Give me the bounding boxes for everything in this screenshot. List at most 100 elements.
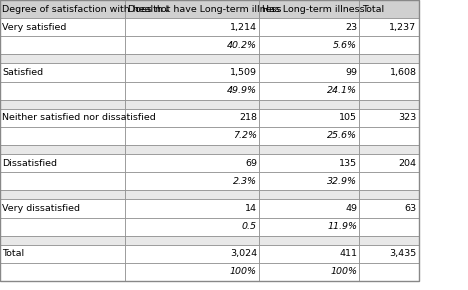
Bar (259, 55, 359, 64)
Text: Neither satisfied nor dissatisfied: Neither satisfied nor dissatisfied (2, 113, 156, 122)
Bar (0, 100, 125, 109)
Text: Has Long-term illness: Has Long-term illness (262, 5, 364, 14)
Text: 32.9%: 32.9% (327, 177, 357, 186)
Bar (0, 0, 125, 18)
Text: 49: 49 (345, 204, 357, 213)
Bar (359, 145, 419, 154)
Bar (359, 100, 419, 109)
Bar (259, 218, 359, 235)
Bar (359, 172, 419, 190)
Bar (0, 190, 125, 200)
Bar (0, 218, 125, 235)
Text: 323: 323 (398, 113, 417, 122)
Bar (359, 245, 419, 263)
Text: 25.6%: 25.6% (327, 131, 357, 140)
Text: 105: 105 (339, 113, 357, 122)
Bar (259, 100, 359, 109)
Text: 135: 135 (339, 159, 357, 168)
Bar (359, 235, 419, 245)
Bar (125, 100, 259, 109)
Text: 3,435: 3,435 (389, 249, 417, 258)
Bar (0, 55, 125, 64)
Bar (259, 145, 359, 154)
Text: 5.6%: 5.6% (333, 41, 357, 50)
Bar (125, 245, 259, 263)
Bar (0, 145, 125, 154)
Bar (259, 245, 359, 263)
Bar (0, 18, 125, 36)
Text: 1,214: 1,214 (230, 23, 257, 32)
Text: Degree of satisfaction with health↓: Degree of satisfaction with health↓ (2, 5, 171, 14)
Bar (259, 235, 359, 245)
Bar (0, 109, 125, 127)
Bar (0, 154, 125, 172)
Bar (125, 190, 259, 200)
Text: 2.3%: 2.3% (233, 177, 257, 186)
Bar (359, 55, 419, 64)
Text: 99: 99 (345, 68, 357, 77)
Bar (125, 0, 259, 18)
Text: 7.2%: 7.2% (233, 131, 257, 140)
Text: 69: 69 (245, 159, 257, 168)
Bar (359, 81, 419, 100)
Bar (125, 81, 259, 100)
Text: 1,608: 1,608 (389, 68, 417, 77)
Bar (125, 200, 259, 218)
Text: Does not have Long-term illness: Does not have Long-term illness (128, 5, 281, 14)
Text: 24.1%: 24.1% (327, 86, 357, 95)
Bar (359, 218, 419, 235)
Bar (359, 190, 419, 200)
Text: 0.5: 0.5 (242, 222, 257, 231)
Bar (0, 0, 419, 281)
Bar (259, 64, 359, 81)
Text: Satisfied: Satisfied (2, 68, 44, 77)
Bar (359, 109, 419, 127)
Bar (259, 154, 359, 172)
Text: 49.9%: 49.9% (227, 86, 257, 95)
Text: 411: 411 (339, 249, 357, 258)
Bar (259, 109, 359, 127)
Text: 14: 14 (245, 204, 257, 213)
Bar (0, 172, 125, 190)
Bar (359, 18, 419, 36)
Text: 1,237: 1,237 (389, 23, 417, 32)
Bar (359, 0, 419, 18)
Text: Very satisfied: Very satisfied (2, 23, 67, 32)
Bar (259, 263, 359, 281)
Bar (259, 0, 359, 18)
Bar (125, 36, 259, 55)
Bar (359, 263, 419, 281)
Bar (259, 81, 359, 100)
Bar (359, 200, 419, 218)
Text: 63: 63 (404, 204, 417, 213)
Bar (125, 235, 259, 245)
Bar (125, 109, 259, 127)
Text: 218: 218 (239, 113, 257, 122)
Bar (125, 55, 259, 64)
Bar (259, 127, 359, 145)
Text: 40.2%: 40.2% (227, 41, 257, 50)
Bar (125, 172, 259, 190)
Bar (125, 154, 259, 172)
Bar (259, 200, 359, 218)
Bar (0, 245, 125, 263)
Bar (359, 154, 419, 172)
Text: Total: Total (362, 5, 384, 14)
Text: 3,024: 3,024 (230, 249, 257, 258)
Bar (125, 127, 259, 145)
Bar (0, 127, 125, 145)
Bar (125, 263, 259, 281)
Text: 1,509: 1,509 (230, 68, 257, 77)
Text: 11.9%: 11.9% (327, 222, 357, 231)
Bar (125, 64, 259, 81)
Bar (125, 145, 259, 154)
Text: 100%: 100% (230, 267, 257, 276)
Bar (125, 18, 259, 36)
Text: Dissatisfied: Dissatisfied (2, 159, 58, 168)
Text: 23: 23 (345, 23, 357, 32)
Bar (259, 18, 359, 36)
Bar (0, 235, 125, 245)
Bar (125, 218, 259, 235)
Bar (259, 190, 359, 200)
Text: 100%: 100% (330, 267, 357, 276)
